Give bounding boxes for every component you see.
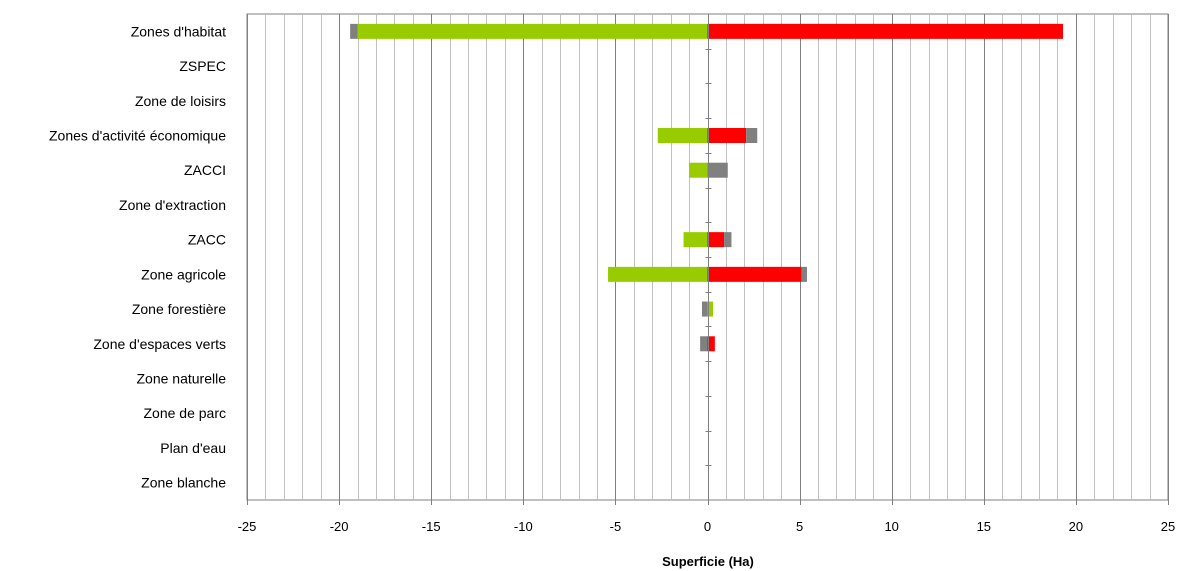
category-label: Zone de parc [144, 405, 227, 421]
bar-segment [707, 232, 725, 248]
bar-segment [689, 162, 708, 178]
bars [350, 23, 1064, 352]
x-tick-label: 0 [704, 519, 711, 534]
bar-segment [657, 128, 708, 143]
bar-segment [700, 336, 708, 352]
x-tick-label: 20 [1069, 519, 1083, 534]
x-tick-label: -10 [514, 519, 533, 534]
x-tick-label: 10 [884, 519, 898, 534]
category-labels: Zones d'habitat ZSPEC Zone de loisirs Zones… [49, 23, 226, 490]
bar-segment [707, 336, 715, 352]
x-tick-label: -20 [330, 519, 349, 534]
bar-segment [707, 162, 728, 178]
bar-segment [707, 23, 1064, 39]
x-axis-title: Superficie (Ha) [662, 554, 754, 569]
category-label: Zone naturelle [136, 371, 226, 387]
category-label: Zone forestière [132, 301, 226, 317]
category-label: Zones d'habitat [131, 23, 226, 39]
bar-segment [350, 23, 358, 39]
category-label: ZACCI [184, 162, 226, 178]
x-tick-label: 15 [977, 519, 991, 534]
x-tick-label: -5 [610, 519, 622, 534]
category-label: Zones d'activité économique [49, 128, 226, 144]
category-label: Zone de loisirs [135, 93, 226, 109]
category-label: Zone d'extraction [119, 197, 226, 213]
bar-segment [608, 266, 708, 282]
category-label: Zone d'espaces verts [93, 336, 226, 352]
tick-labels: -25 -20 -15 -10 -5 0 5 10 15 20 25 [238, 519, 1176, 534]
bar-segment [801, 266, 807, 282]
bar-segment [707, 128, 747, 143]
x-tick-label: -25 [238, 519, 257, 534]
category-label: Zone agricole [141, 266, 226, 282]
bar-segment [707, 266, 802, 282]
category-label: Plan d'eau [160, 440, 226, 456]
bar-segment [701, 301, 708, 317]
category-label: ZACC [188, 232, 226, 248]
bar-segment [707, 301, 714, 317]
x-tick-label: -15 [422, 519, 441, 534]
bar-segment [724, 232, 732, 248]
bar-segment [746, 128, 758, 143]
category-label: ZSPEC [179, 58, 226, 74]
bar-segment [357, 23, 708, 39]
x-tick-label: 5 [796, 519, 803, 534]
bar-segment [683, 232, 708, 248]
category-label: Zone blanche [141, 475, 226, 491]
x-tick-label: 25 [1161, 519, 1175, 534]
axes [247, 14, 1169, 505]
